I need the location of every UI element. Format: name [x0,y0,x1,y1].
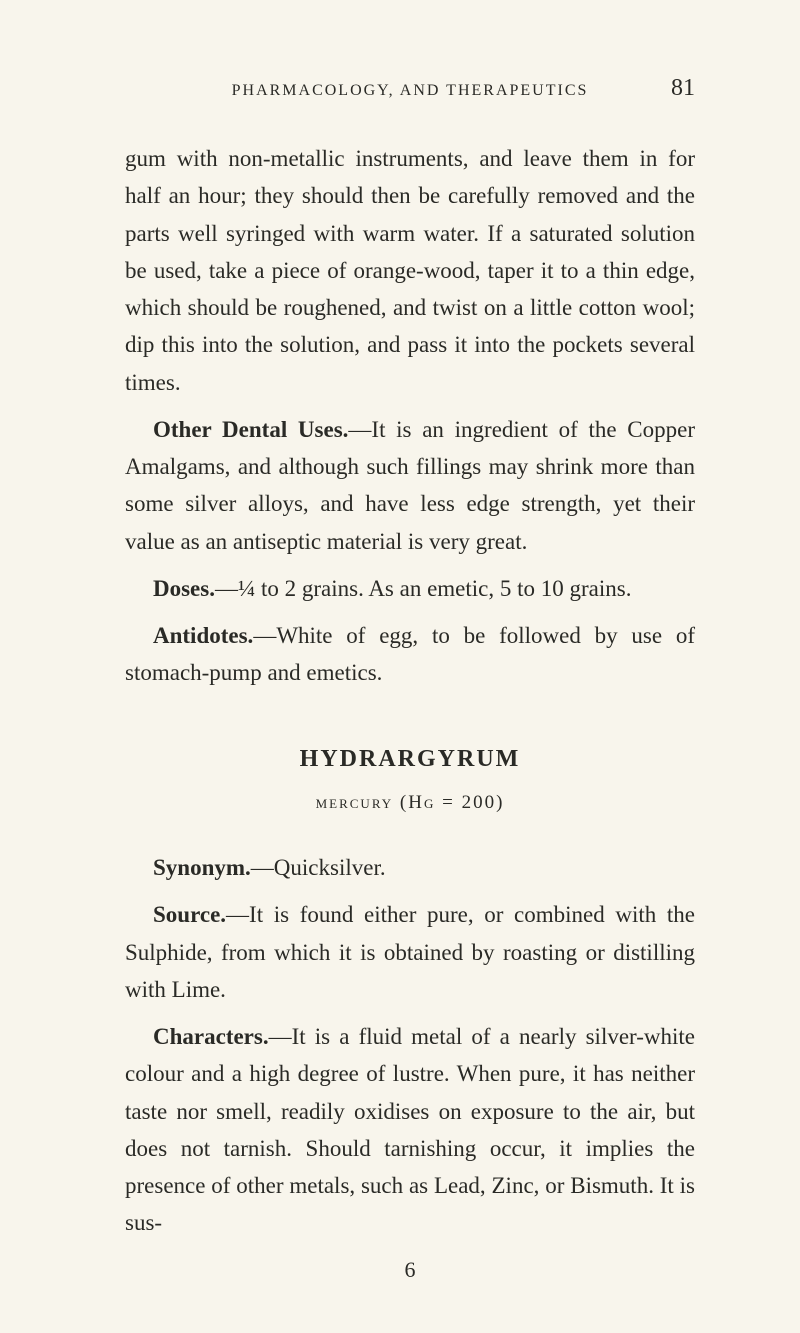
body-characters: —It is a fluid metal of a nearly silver-… [125,1024,695,1235]
running-head: PHARMACOLOGY, AND THERAPEUTICS [165,82,655,100]
label-synonym: Synonym. [153,855,251,880]
section-title-hydrargyrum: HYDRARGYRUM [125,740,695,779]
body-doses: —¼ to 2 grains. As an emetic, 5 to 10 gr… [215,576,632,601]
label-characters: Characters. [153,1024,269,1049]
label-antidotes: Antidotes. [153,623,253,648]
label-source: Source. [153,902,226,927]
body-text: gum with non-metallic instruments, and l… [125,140,695,1287]
body-synonym: —Quicksilver. [251,855,386,880]
paragraph-gum: gum with non-metallic instruments, and l… [125,140,695,401]
page-number: 81 [655,75,695,102]
paragraph-source: Source.—It is found either pure, or comb… [125,896,695,1008]
page-container: PHARMACOLOGY, AND THERAPEUTICS 81 gum wi… [0,0,800,1333]
paragraph-synonym: Synonym.—Quicksilver. [125,849,695,886]
subsection-mercury: mercury (Hg = 200) [125,788,695,819]
paragraph-characters: Characters.—It is a fluid metal of a nea… [125,1018,695,1242]
header-line: PHARMACOLOGY, AND THERAPEUTICS 81 [125,75,695,102]
label-doses: Doses. [153,576,215,601]
paragraph-doses: Doses.—¼ to 2 grains. As an emetic, 5 to… [125,570,695,607]
paragraph-other-dental-uses: Other Dental Uses.—It is an ingredient o… [125,411,695,560]
signature-number: 6 [125,1252,695,1288]
paragraph-antidotes: Antidotes.—White of egg, to be followed … [125,617,695,692]
label-other-dental-uses: Other Dental Uses. [153,417,348,442]
